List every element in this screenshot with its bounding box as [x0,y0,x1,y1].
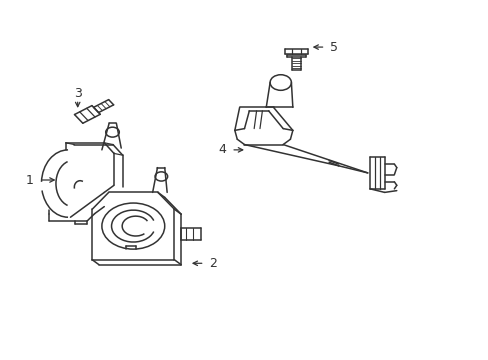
Text: 2: 2 [209,257,217,270]
Text: 5: 5 [329,41,337,54]
Text: 1: 1 [25,174,33,186]
Text: 3: 3 [74,87,81,100]
Text: 4: 4 [218,143,226,156]
